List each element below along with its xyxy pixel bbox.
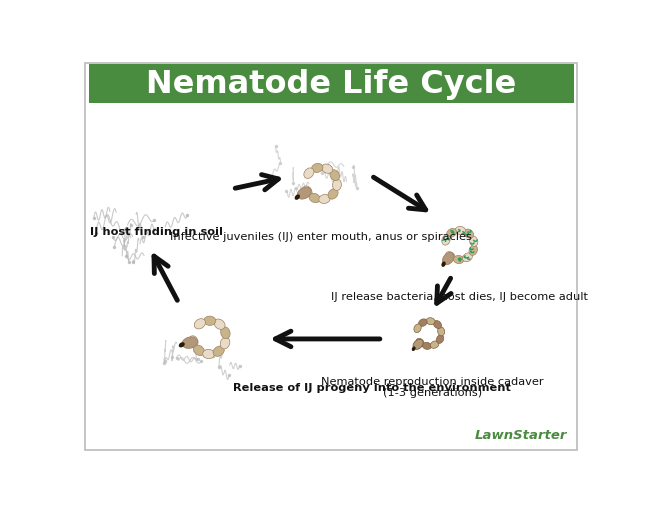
Ellipse shape: [455, 227, 466, 235]
Ellipse shape: [295, 195, 300, 201]
Ellipse shape: [453, 256, 464, 264]
Text: Nematode reproduction inside cadaver
(1-3 generations): Nematode reproduction inside cadaver (1-…: [322, 376, 544, 398]
Ellipse shape: [414, 324, 421, 333]
Ellipse shape: [437, 327, 444, 336]
Ellipse shape: [446, 252, 455, 261]
Ellipse shape: [221, 327, 230, 339]
Ellipse shape: [220, 337, 230, 349]
Text: Nematode Life Cycle: Nematode Life Cycle: [146, 69, 516, 100]
Ellipse shape: [470, 237, 478, 247]
Ellipse shape: [416, 338, 424, 347]
Ellipse shape: [330, 171, 340, 181]
Ellipse shape: [194, 346, 205, 356]
Text: IJ release bacteria, host dies, IJ become adult: IJ release bacteria, host dies, IJ becom…: [331, 292, 588, 302]
Ellipse shape: [328, 189, 338, 200]
Ellipse shape: [302, 187, 312, 197]
Ellipse shape: [213, 347, 224, 357]
Ellipse shape: [194, 319, 205, 329]
Ellipse shape: [182, 337, 198, 349]
Ellipse shape: [322, 165, 333, 174]
Ellipse shape: [430, 341, 439, 349]
Ellipse shape: [446, 229, 457, 238]
Ellipse shape: [203, 317, 216, 326]
Ellipse shape: [311, 164, 323, 173]
Ellipse shape: [443, 253, 454, 265]
Ellipse shape: [422, 343, 432, 350]
Ellipse shape: [426, 318, 435, 325]
Ellipse shape: [442, 236, 450, 246]
Ellipse shape: [469, 246, 477, 256]
Ellipse shape: [189, 336, 198, 348]
Text: LawnStarter: LawnStarter: [475, 429, 567, 441]
Ellipse shape: [441, 262, 446, 267]
Ellipse shape: [179, 343, 185, 348]
Ellipse shape: [319, 195, 330, 204]
Ellipse shape: [304, 168, 314, 179]
Ellipse shape: [309, 194, 320, 203]
Bar: [89, 65, 574, 103]
Ellipse shape: [464, 230, 474, 239]
Text: IJ host finding in soil: IJ host finding in soil: [90, 227, 223, 236]
Ellipse shape: [433, 321, 441, 329]
Text: Infective juveniles (IJ) enter mouth, anus or spiracles: Infective juveniles (IJ) enter mouth, an…: [170, 232, 472, 242]
Ellipse shape: [297, 188, 311, 200]
Ellipse shape: [203, 350, 214, 359]
Ellipse shape: [436, 335, 444, 344]
Ellipse shape: [214, 320, 225, 330]
Ellipse shape: [463, 253, 472, 262]
Ellipse shape: [419, 319, 427, 327]
Text: Release of IJ progeny into the environment: Release of IJ progeny into the environme…: [233, 382, 510, 392]
Ellipse shape: [412, 347, 415, 351]
Ellipse shape: [333, 180, 341, 191]
Ellipse shape: [413, 340, 423, 350]
